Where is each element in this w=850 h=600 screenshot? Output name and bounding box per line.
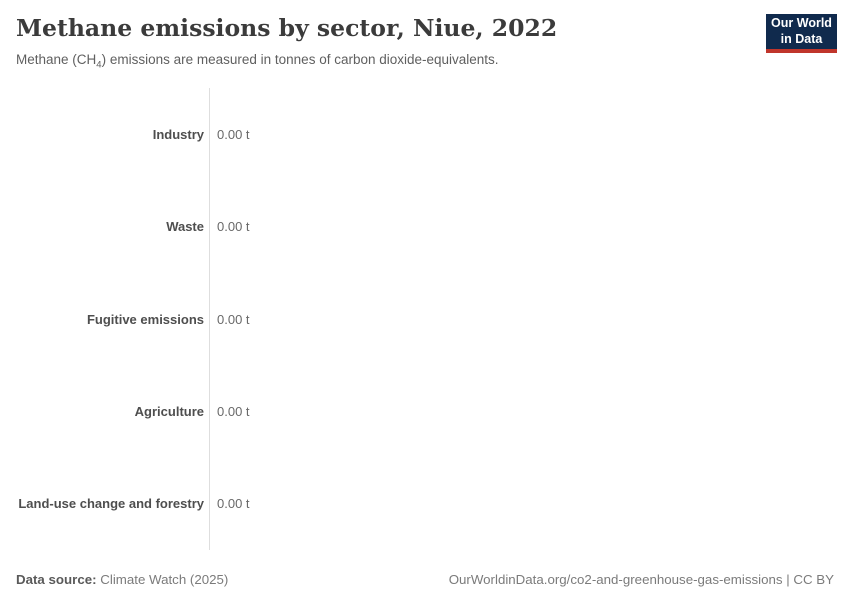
category-label: Fugitive emissions [86, 311, 204, 327]
value-label: 0.00 t [217, 403, 250, 419]
category-label: Industry [152, 126, 204, 142]
bar-chart: Industry 0.00 t Waste 0.00 t Fugitive em… [0, 88, 850, 550]
category-label: Waste [166, 219, 204, 235]
chart-title: Methane emissions by sector, Niue, 2022 [16, 14, 558, 42]
chart-subtitle: Methane (CH4) emissions are measured in … [16, 52, 499, 71]
subtitle-text-pre: Methane (CH [16, 52, 97, 67]
chart-row-fugitive-emissions: Fugitive emissions 0.00 t [0, 273, 850, 365]
footer-credit: OurWorldinData.org/co2-and-greenhouse-ga… [449, 572, 834, 587]
subtitle-text-post: ) emissions are measured in tonnes of ca… [101, 52, 499, 67]
value-label: 0.00 t [217, 219, 250, 235]
value-label: 0.00 t [217, 311, 250, 327]
data-source-label: Data source: [16, 572, 97, 587]
owid-logo[interactable]: Our World in Data [766, 14, 837, 53]
value-label: 0.00 t [217, 126, 250, 142]
license-link[interactable]: CC BY [793, 572, 834, 587]
chart-row-land-use: Land-use change and forestry 0.00 t [0, 458, 850, 550]
chart-footer: Data source: Climate Watch (2025) OurWor… [16, 572, 834, 587]
chart-row-agriculture: Agriculture 0.00 t [0, 365, 850, 457]
footer-separator: | [782, 572, 794, 587]
y-axis-line [209, 88, 210, 550]
category-label: Land-use change and forestry [18, 496, 204, 512]
footer-url-link[interactable]: OurWorldinData.org/co2-and-greenhouse-ga… [448, 572, 783, 587]
data-source: Data source: Climate Watch (2025) [16, 572, 228, 587]
chart-row-industry: Industry 0.00 t [0, 88, 850, 180]
category-label: Agriculture [134, 403, 204, 419]
subtitle-subscript: 4 [96, 59, 102, 71]
owid-logo-line2: in Data [780, 31, 823, 46]
chart-row-waste: Waste 0.00 t [0, 180, 850, 272]
owid-logo-line1: Our World [771, 16, 832, 31]
value-label: 0.00 t [217, 496, 250, 512]
data-source-link[interactable]: Climate Watch (2025) [100, 572, 229, 587]
